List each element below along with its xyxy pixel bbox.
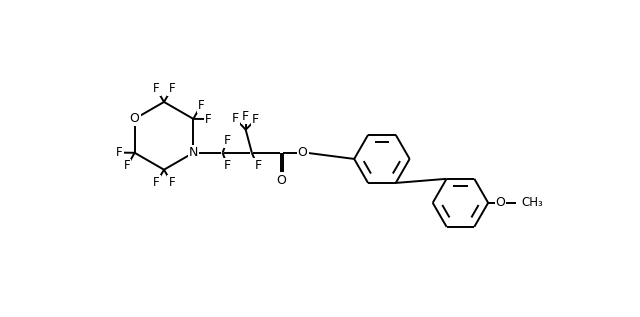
Text: F: F [223, 134, 231, 147]
Text: F: F [232, 113, 239, 126]
Text: F: F [124, 159, 131, 172]
Text: O: O [298, 146, 308, 159]
Text: F: F [153, 176, 159, 189]
Text: F: F [168, 176, 175, 189]
Text: O: O [130, 113, 140, 126]
Text: CH₃: CH₃ [521, 196, 543, 209]
Text: F: F [255, 159, 262, 172]
Text: N: N [189, 146, 198, 159]
Text: F: F [205, 113, 212, 126]
Text: F: F [153, 82, 159, 95]
Text: O: O [276, 174, 286, 187]
Text: F: F [168, 82, 175, 95]
Text: F: F [242, 110, 249, 123]
Text: F: F [198, 99, 204, 112]
Text: O: O [495, 196, 506, 209]
Text: F: F [116, 146, 123, 159]
Text: F: F [252, 113, 259, 126]
Text: F: F [223, 158, 231, 171]
